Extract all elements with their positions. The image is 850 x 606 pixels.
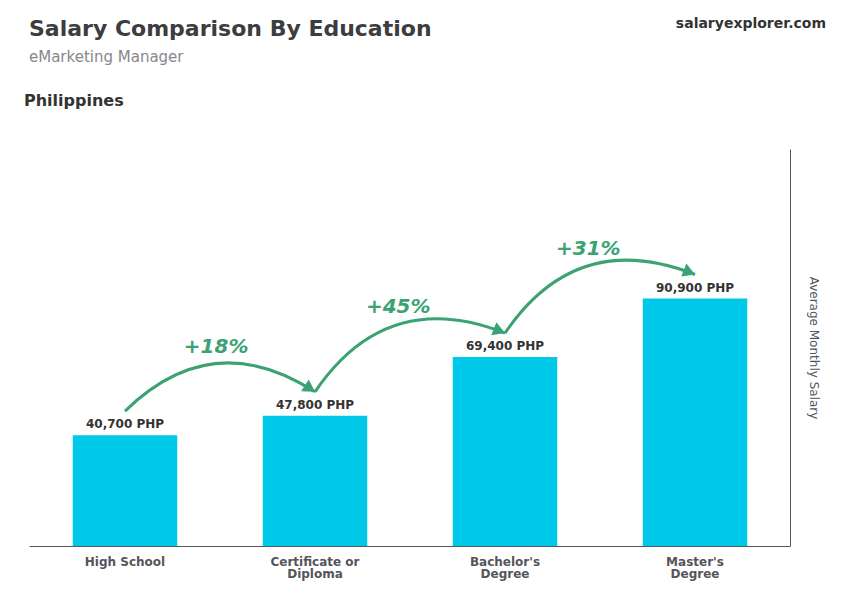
- svg-text:90,900 PHP: 90,900 PHP: [656, 281, 734, 295]
- svg-text:Degree: Degree: [481, 567, 530, 581]
- svg-text:+45%: +45%: [366, 294, 431, 318]
- svg-text:eMarketing Manager: eMarketing Manager: [29, 48, 184, 66]
- svg-text:40,700 PHP: 40,700 PHP: [86, 417, 164, 431]
- svg-text:69,400 PHP: 69,400 PHP: [466, 339, 544, 353]
- svg-text:Master's: Master's: [666, 555, 724, 569]
- svg-text:High School: High School: [85, 555, 165, 569]
- svg-text:Average Monthly Salary: Average Monthly Salary: [807, 277, 821, 420]
- svg-text:salaryexplorer.com: salaryexplorer.com: [676, 15, 826, 31]
- svg-text:Certificate or: Certificate or: [270, 555, 360, 569]
- svg-text:Degree: Degree: [671, 567, 720, 581]
- svg-text:47,800 PHP: 47,800 PHP: [276, 398, 354, 412]
- svg-text:Philippines: Philippines: [24, 91, 124, 110]
- svg-text:Salary Comparison By Education: Salary Comparison By Education: [29, 16, 432, 41]
- svg-text:Diploma: Diploma: [287, 567, 343, 581]
- svg-text:Bachelor's: Bachelor's: [469, 555, 541, 569]
- svg-text:+18%: +18%: [184, 334, 249, 358]
- svg-text:+31%: +31%: [556, 236, 621, 260]
